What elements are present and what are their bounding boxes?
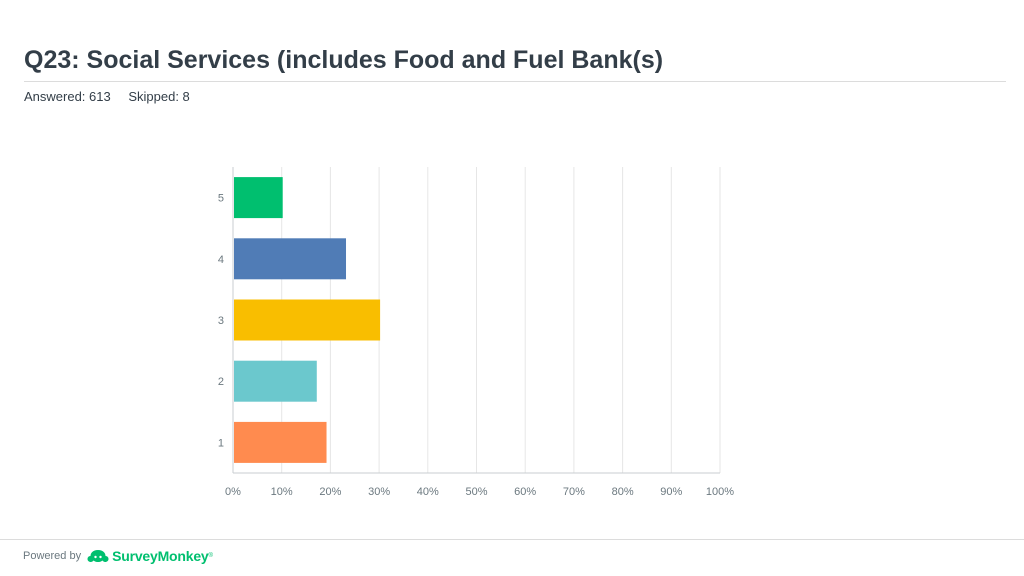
surveymonkey-logo-icon [87, 550, 109, 562]
response-stats: Answered: 613 Skipped: 8 [24, 89, 200, 104]
x-tick-label: 20% [319, 486, 341, 498]
x-tick-label: 70% [563, 486, 585, 498]
y-tick-label: 1 [218, 437, 224, 449]
x-tick-label: 0% [225, 486, 241, 498]
page-title: Q23: Social Services (includes Food and … [24, 46, 664, 74]
x-tick-label: 90% [660, 486, 682, 498]
title-divider [24, 81, 1006, 82]
x-tick-label: 30% [368, 486, 390, 498]
y-tick-label: 3 [218, 315, 224, 327]
powered-by-label: Powered by [23, 550, 82, 562]
bar-2[interactable] [234, 360, 317, 402]
x-tick-label: 100% [706, 486, 734, 498]
x-tick-label: 60% [514, 486, 536, 498]
bar-5[interactable] [234, 177, 283, 219]
surveymonkey-brand[interactable]: SurveyMonkey ® [87, 548, 213, 564]
bar-3[interactable] [234, 299, 381, 341]
footer-divider [0, 539, 1024, 540]
x-tick-label: 40% [417, 486, 439, 498]
chart-bars [234, 177, 381, 463]
answered-count: Answered: 613 [24, 89, 111, 104]
y-tick-label: 2 [218, 376, 224, 388]
skipped-count: Skipped: 8 [128, 89, 190, 104]
footer: Powered by SurveyMonkey ® [23, 548, 213, 564]
y-tick-label: 4 [218, 254, 224, 266]
x-tick-label: 50% [465, 486, 487, 498]
y-tick-label: 5 [218, 193, 224, 205]
bar-1[interactable] [234, 421, 327, 463]
x-tick-label: 10% [271, 486, 293, 498]
bar-4[interactable] [234, 238, 347, 280]
chart-labels: 0% 10% 20% 30% 40% 50% 60% 70% 80% 90% 100% 5 4 3 2 1 [218, 193, 734, 498]
brand-name: SurveyMonkey [112, 548, 209, 564]
x-tick-label: 80% [612, 486, 634, 498]
